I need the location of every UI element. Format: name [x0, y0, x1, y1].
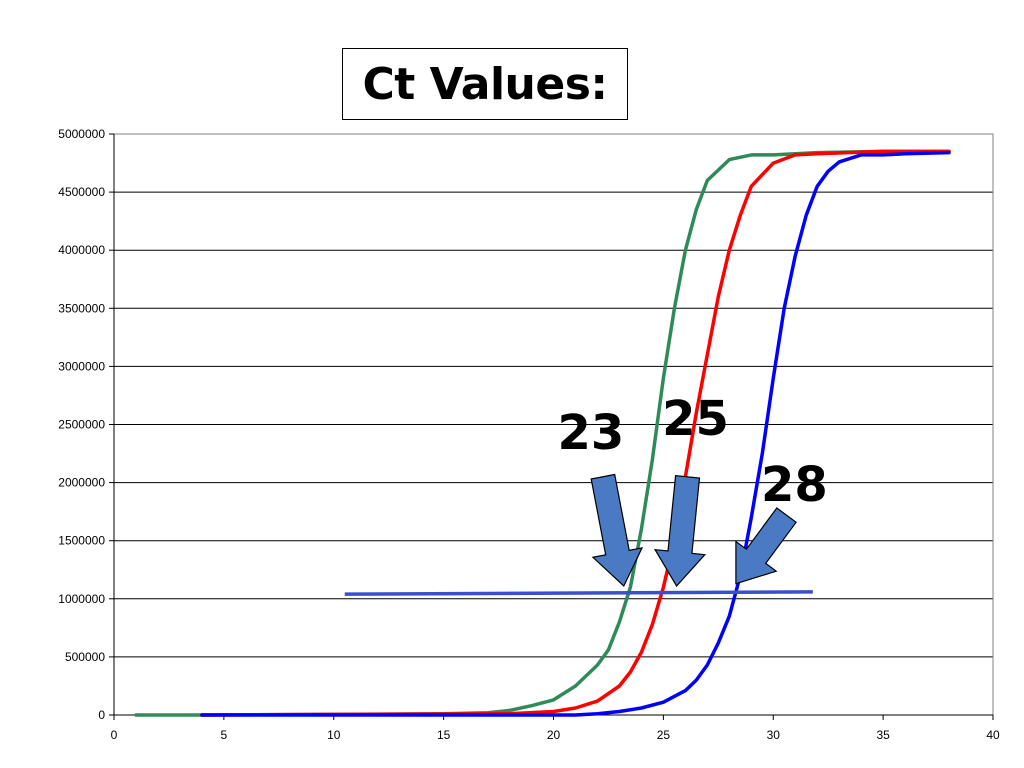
x-tick-label: 10: [327, 728, 341, 742]
y-tick-label: 1000000: [58, 592, 105, 606]
ct-arrow-28: [735, 507, 797, 585]
ct-label-25: 25: [662, 391, 729, 447]
ct-label-23: 23: [558, 405, 625, 461]
y-tick-label: 2000000: [58, 476, 105, 490]
y-tick-label: 2500000: [58, 418, 105, 432]
y-tick-label: 5000000: [58, 127, 105, 141]
threshold-line: [344, 590, 813, 596]
y-tick-label: 1500000: [58, 534, 105, 548]
y-tick-label: 0: [98, 708, 105, 722]
x-tick-label: 40: [986, 728, 1000, 742]
axes: 0 500000 1000000 1500000 2000000 2500000 30000…: [58, 127, 1000, 742]
x-tick-label: 35: [876, 728, 890, 742]
series-line-3: [200, 150, 951, 717]
threshold-line: [344, 590, 813, 596]
grid-lines: [114, 133, 993, 658]
series-lines: [134, 149, 951, 717]
y-tick-label: 3500000: [58, 301, 105, 315]
x-tick-label: 30: [767, 728, 781, 742]
y-tick-label: 500000: [65, 650, 105, 664]
annotations: 23 25 28: [558, 391, 828, 588]
ct-arrow-25: [653, 474, 707, 588]
x-tick-label: 15: [437, 728, 451, 742]
x-tick-label: 25: [657, 728, 671, 742]
series-line-1: [134, 149, 951, 717]
ct-label-28: 28: [761, 457, 828, 513]
chart-title: Ct Values:: [362, 58, 608, 110]
x-tick-label: 0: [111, 728, 118, 742]
y-tick-label: 3000000: [58, 359, 105, 373]
x-tick-label: 5: [221, 728, 228, 742]
ct-arrow-23: [590, 473, 644, 587]
y-tick-label: 4500000: [58, 185, 105, 199]
x-tick-label: 20: [547, 728, 561, 742]
chart-title-box: Ct Values:: [342, 48, 628, 120]
y-tick-label: 4000000: [58, 243, 105, 257]
